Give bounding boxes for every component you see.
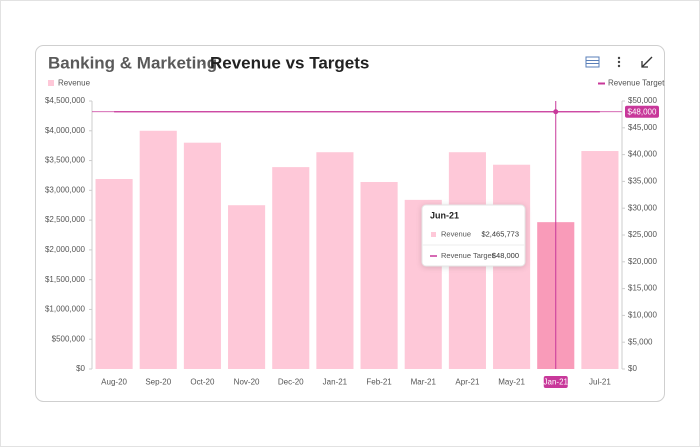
tooltip-box	[421, 204, 526, 267]
y2-tick-label: $25,000	[628, 230, 657, 239]
y-tick-label: $0	[76, 364, 85, 373]
table-icon[interactable]	[585, 56, 600, 68]
icon-shape	[617, 60, 621, 64]
bar	[183, 142, 221, 369]
chart-title: Revenue vs Targets	[210, 53, 369, 72]
bar	[581, 151, 619, 369]
bar	[493, 164, 531, 369]
y2-tick-label: $0	[628, 364, 637, 373]
y-tick-label: $1,000,000	[45, 305, 86, 314]
y-tick-label: $2,000,000	[45, 245, 86, 254]
y2-tick-label: $20,000	[628, 257, 657, 266]
y2-tick-label: $10,000	[628, 311, 657, 320]
legend-swatch	[48, 80, 54, 86]
breadcrumb: Banking & Marketing	[48, 53, 217, 72]
bar	[360, 181, 398, 369]
bar	[272, 167, 310, 369]
breadcrumb-separator: ›	[201, 55, 205, 69]
x-tick-label: Nov-20	[234, 378, 260, 387]
x-tick-label: Aug-20	[101, 378, 127, 387]
y2-tick-label: $35,000	[628, 177, 657, 186]
tooltip: Jun-21 Revenue $2,465,773 Revenue Target$48…	[421, 204, 526, 267]
tooltip-value: $48,000	[492, 251, 519, 260]
x-tick-highlight	[543, 376, 568, 388]
y-tick-label: $1,500,000	[45, 275, 86, 284]
crosshair-badge	[625, 105, 659, 118]
icon-shape	[617, 64, 621, 68]
y2-tick-label: $45,000	[628, 123, 657, 132]
collapse-icon[interactable]	[641, 56, 653, 68]
y2-tick-label: $50,000	[628, 96, 657, 105]
bar	[228, 205, 266, 369]
icon-shape	[617, 56, 621, 60]
tooltip-value: $2,465,773	[481, 229, 519, 238]
tooltip-title: Jun-21	[430, 210, 459, 220]
y-tick-label: $2,500,000	[45, 215, 86, 224]
x-tick-label: Mar-21	[411, 378, 437, 387]
crosshair-point	[553, 109, 559, 115]
y2-tick-label: $40,000	[628, 150, 657, 159]
legend-label: Revenue Target	[608, 79, 665, 88]
tooltip-swatch	[431, 232, 436, 237]
y-tick-label: $4,000,000	[45, 126, 86, 135]
x-tick-label: Oct-20	[190, 378, 215, 387]
y-tick-label: $4,500,000	[45, 96, 86, 105]
crosshair-label: $48,000	[628, 107, 657, 116]
tooltip-name: Revenue	[441, 229, 471, 238]
y2-tick-label: $5,000	[628, 337, 653, 346]
x-tick-label: Apr-21	[455, 378, 480, 387]
bar	[139, 130, 177, 369]
bar	[95, 179, 133, 369]
icon-shape	[641, 61, 648, 68]
x-tick-label: Jan-21	[323, 378, 348, 387]
x-tick-label: Jan-21	[544, 378, 569, 387]
icon-shape	[641, 56, 653, 68]
x-tick-label: May-21	[498, 378, 525, 387]
y-tick-label: $500,000	[52, 334, 86, 343]
legend-label: Revenue	[58, 79, 91, 88]
y2-tick-label: $30,000	[628, 203, 657, 212]
y2-tick-label: $15,000	[628, 284, 657, 293]
more-icon[interactable]	[617, 56, 621, 68]
x-tick-label: Dec-20	[278, 378, 304, 387]
tooltip-name: Revenue Target	[441, 251, 495, 260]
icon-shape	[585, 56, 600, 68]
y-tick-label: $3,500,000	[45, 156, 86, 165]
x-tick-label: Feb-21	[366, 378, 392, 387]
bar	[316, 152, 354, 369]
x-tick-label: Sep-20	[145, 378, 171, 387]
y-tick-label: $3,000,000	[45, 185, 86, 194]
x-tick-label: Jul-21	[589, 378, 611, 387]
